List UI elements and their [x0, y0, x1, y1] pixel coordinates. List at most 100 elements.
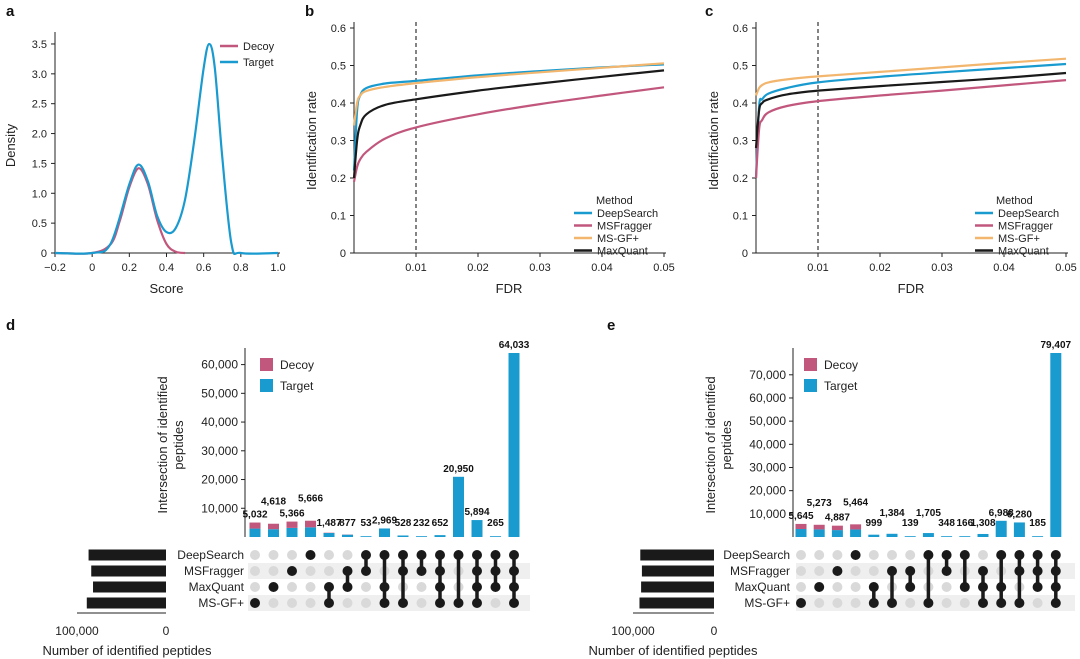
panel-d-set-name: MaxQuant [189, 580, 245, 594]
panel-e-matrix-dot-empty [905, 598, 916, 608]
panel-a-x-label: Score [150, 281, 184, 296]
panel-d-bar-label: 64,033 [499, 340, 530, 351]
panel-e-y-label-line2: peptides [719, 420, 734, 470]
panel-a-xtick-label: 0.2 [122, 262, 137, 274]
panel-e-y-label: Intersection of identified [703, 376, 718, 513]
panel-e-bar-decoy [850, 524, 862, 530]
panel-c-series-deepsearch [754, 62, 1067, 179]
panel-c-ytick-label: 0.5 [733, 61, 748, 73]
panel-c-legend-label: MSFragger [998, 221, 1053, 233]
panel-d-matrix-dot-empty [268, 598, 279, 608]
panel-d-bar-label: 1,487 [316, 518, 341, 529]
panel-b-legend-label: MaxQuant [597, 246, 648, 258]
panel-e-bar-target [1032, 536, 1044, 537]
panel-e-set-tick-label: 0 [711, 624, 718, 638]
panel-b-xtick-label: 0.04 [591, 262, 612, 274]
panel-e-ytick-label: 30,000 [749, 460, 786, 474]
panel-d-bar-label: 4,618 [261, 497, 286, 508]
panel-c-series-ms-gf- [754, 57, 1067, 96]
panel-c-legend-label: MaxQuant [998, 246, 1049, 258]
panel-d-matrix-dot-empty [342, 550, 353, 560]
panel-e-bar-target [850, 529, 862, 537]
panel-b-series-deepsearch [352, 63, 665, 171]
panel-e-set-x-label: Number of identified peptides [588, 643, 758, 658]
panel-d-bar-label: 5,666 [298, 494, 323, 505]
panel-a-ytick-label: 1.5 [32, 158, 47, 170]
panel-d-matrix-dot-empty [416, 582, 427, 592]
panel-c-legend-label: MS-GF+ [998, 233, 1040, 245]
panel-a-ytick-label: 0 [41, 248, 47, 260]
panel-d-matrix-dot-empty [250, 550, 260, 560]
panel-d-bar-target [305, 527, 316, 537]
panel-d-letter: d [6, 317, 15, 334]
panel-e-ytick-label: 40,000 [749, 437, 786, 451]
panel-e-matrix-dot-empty [868, 566, 879, 576]
panel-e-bar-label: 79,407 [1041, 340, 1072, 351]
panel-d-matrix-dot-empty [324, 550, 334, 560]
panel-c-ytick-label: 0.6 [733, 23, 748, 35]
panel-e-matrix-row-band [796, 547, 1075, 563]
panel-c-xtick-label: 0.03 [931, 262, 952, 274]
panel-c-ytick-label: 0.2 [733, 173, 748, 185]
panel-d-bar-label: 877 [339, 518, 356, 529]
panel-d-bar-target [508, 353, 520, 537]
panel-e-set-size-bar [641, 581, 714, 593]
panel-e-bar-target [886, 533, 898, 537]
panel-d-matrix-dot-empty [287, 582, 297, 592]
panel-d-ytick-label: 50,000 [201, 386, 238, 400]
panel-b-ytick-label: 0.3 [331, 136, 346, 148]
panel-e-ytick-label: 70,000 [749, 368, 786, 382]
panel-e-bar-label: 6,988 [989, 508, 1014, 519]
panel-e-bar-label: 166 [956, 518, 973, 529]
panel-e-bar-target [868, 534, 880, 537]
panel-d-matrix-dot-empty [250, 582, 260, 592]
panel-e-matrix-dot-empty [868, 550, 879, 560]
panel-e-matrix-dot-empty [941, 582, 952, 592]
panel-d-bar-target [379, 528, 390, 537]
panel-e-matrix-dot-empty [832, 598, 843, 608]
panel-d-bar-target [453, 476, 464, 537]
panel-d-legend-swatch-decoy [260, 358, 273, 371]
panel-c-letter: c [705, 3, 713, 20]
panel-e-matrix-dot-empty [887, 550, 897, 560]
panel-d-set-x-label: Number of identified peptides [42, 643, 212, 658]
panel-e-bar-label: 5,464 [843, 497, 868, 508]
panel-d-bar-target [268, 529, 279, 537]
panel-e-legend-swatch-decoy [804, 358, 817, 371]
panel-b-ytick-label: 0.5 [331, 61, 346, 73]
panel-a-y-label: Density [3, 123, 18, 167]
panel-d-set-name: MSFragger [184, 564, 244, 578]
panel-b-ytick-label: 0.4 [331, 98, 346, 110]
panel-e-matrix-dot-empty [850, 566, 861, 576]
panel-c-xtick-label: 0.01 [807, 262, 828, 274]
panel-e-bar-target [959, 536, 971, 537]
panel-a-xtick-label: 0.4 [159, 262, 174, 274]
panel-e-matrix-dot-empty [814, 550, 825, 560]
panel-e-legend-label: Target [824, 379, 858, 393]
panel-d-bar-label: 2,969 [372, 515, 397, 526]
panel-d-bar-decoy [305, 520, 316, 528]
panel-d-matrix-dot-empty [361, 582, 371, 592]
panel-e-bar-target [941, 536, 953, 537]
panel-a-series-target [54, 42, 279, 256]
panel-a-ytick-label: 2.5 [32, 99, 47, 111]
panel-b-legend-label: DeepSearch [597, 208, 658, 220]
panel-e-bar-label: 999 [865, 518, 882, 529]
panel-b-x-label: FDR [496, 281, 523, 296]
panel-d-set-size-bar [86, 597, 166, 609]
panel-e-matrix-dot-empty [978, 550, 988, 560]
panel-b-letter: b [305, 3, 314, 20]
panel-b-series-msfragger [352, 86, 665, 183]
panel-b-ytick-label: 0 [340, 248, 346, 260]
panel-e-set-size-bar [641, 565, 714, 577]
panel-c-ytick-label: 0.3 [733, 136, 748, 148]
panel-a-xtick-label: 0.6 [196, 262, 211, 274]
panel-d-bar-decoy [249, 522, 261, 529]
panel-c-ytick-label: 0.1 [733, 211, 748, 223]
panel-d-ytick-label: 40,000 [201, 415, 238, 429]
panel-c-x-label: FDR [898, 281, 925, 296]
panel-b-xtick-label: 0.05 [653, 262, 674, 274]
panel-d-set-name: DeepSearch [177, 548, 244, 562]
panel-b-xtick-label: 0.02 [467, 262, 488, 274]
panel-e-bar-decoy [795, 523, 807, 530]
